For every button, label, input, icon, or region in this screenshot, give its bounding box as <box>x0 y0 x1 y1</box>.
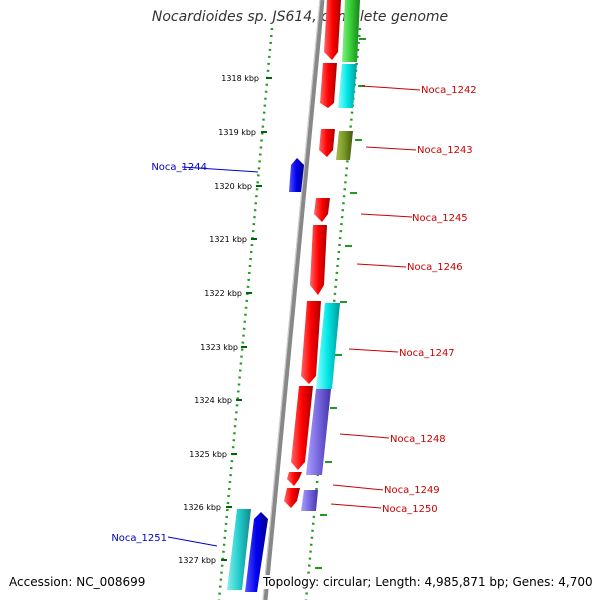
cds-feature-cyan[interactable] <box>316 303 340 389</box>
left-dotted-border <box>217 27 274 600</box>
kbp-ruler: 1318 kbp 1319 kbp 1320 kbp 1321 kbp 1322… <box>178 74 272 565</box>
cds-feature-teal[interactable] <box>227 509 251 590</box>
ruler-label: 1320 kbp <box>214 182 252 191</box>
ruler-label: 1324 kbp <box>194 396 232 405</box>
ruler-label: 1319 kbp <box>218 128 256 137</box>
gene-label[interactable]: Noca_1251 <box>111 533 167 544</box>
cds-feature-cyan[interactable] <box>338 64 357 108</box>
ruler-label: 1327 kbp <box>178 556 216 565</box>
ruler-label: 1326 kbp <box>183 503 221 512</box>
accession-text: Accession: NC_008699 <box>9 575 146 589</box>
right-border-ticks <box>315 38 366 569</box>
genome-backbone <box>262 0 325 600</box>
ruler-label: 1321 kbp <box>209 235 247 244</box>
gene-label[interactable]: Noca_1248 <box>390 434 446 445</box>
gene-noca-1242[interactable] <box>320 63 337 108</box>
gene-noca-1249[interactable] <box>287 472 302 486</box>
callout-lines <box>167 85 421 547</box>
genome-stats-text: Topology: circular; Length: 4,985,871 bp… <box>261 575 595 589</box>
gene-noca-1243[interactable] <box>319 129 335 157</box>
gene-noca-1247[interactable] <box>301 301 321 384</box>
gene-noca-1246[interactable] <box>310 225 327 295</box>
gene-noca-1251[interactable] <box>245 512 268 592</box>
cds-features <box>301 0 360 511</box>
cds-feature-olive[interactable] <box>336 131 353 160</box>
genome-backbone-highlight <box>262 0 321 600</box>
ruler-label: 1325 kbp <box>189 450 227 459</box>
gene-noca-1241[interactable] <box>324 0 341 60</box>
gene-label[interactable]: Noca_1243 <box>417 145 473 156</box>
map-title: Nocardioides sp. JS614, complete genome <box>151 9 449 25</box>
gene-noca-1245[interactable] <box>314 198 330 222</box>
cds-feature-purple[interactable] <box>306 389 331 475</box>
ruler-label: 1322 kbp <box>204 289 242 298</box>
reverse-genes <box>227 158 304 592</box>
gene-label[interactable]: Noca_1242 <box>421 85 477 96</box>
gene-labels: Noca_1242 Noca_1243 Noca_1244 Noca_1245 … <box>111 85 476 544</box>
gene-label[interactable]: Noca_1247 <box>399 348 455 359</box>
ruler-label: 1323 kbp <box>200 343 238 352</box>
ruler-label: 1318 kbp <box>221 74 259 83</box>
gene-noca-1248[interactable] <box>291 386 313 470</box>
gene-label[interactable]: Noca_1246 <box>407 262 463 273</box>
gene-label[interactable]: Noca_1250 <box>382 504 438 515</box>
gene-label[interactable]: Noca_1244 <box>151 162 207 173</box>
gene-noca-1244[interactable] <box>289 158 304 192</box>
gene-label[interactable]: Noca_1245 <box>412 213 468 224</box>
forward-genes <box>284 0 341 508</box>
cds-feature-purple[interactable] <box>301 490 318 511</box>
gene-label[interactable]: Noca_1249 <box>384 485 440 496</box>
cds-feature-green[interactable] <box>342 0 360 62</box>
gene-noca-1250[interactable] <box>284 488 300 508</box>
